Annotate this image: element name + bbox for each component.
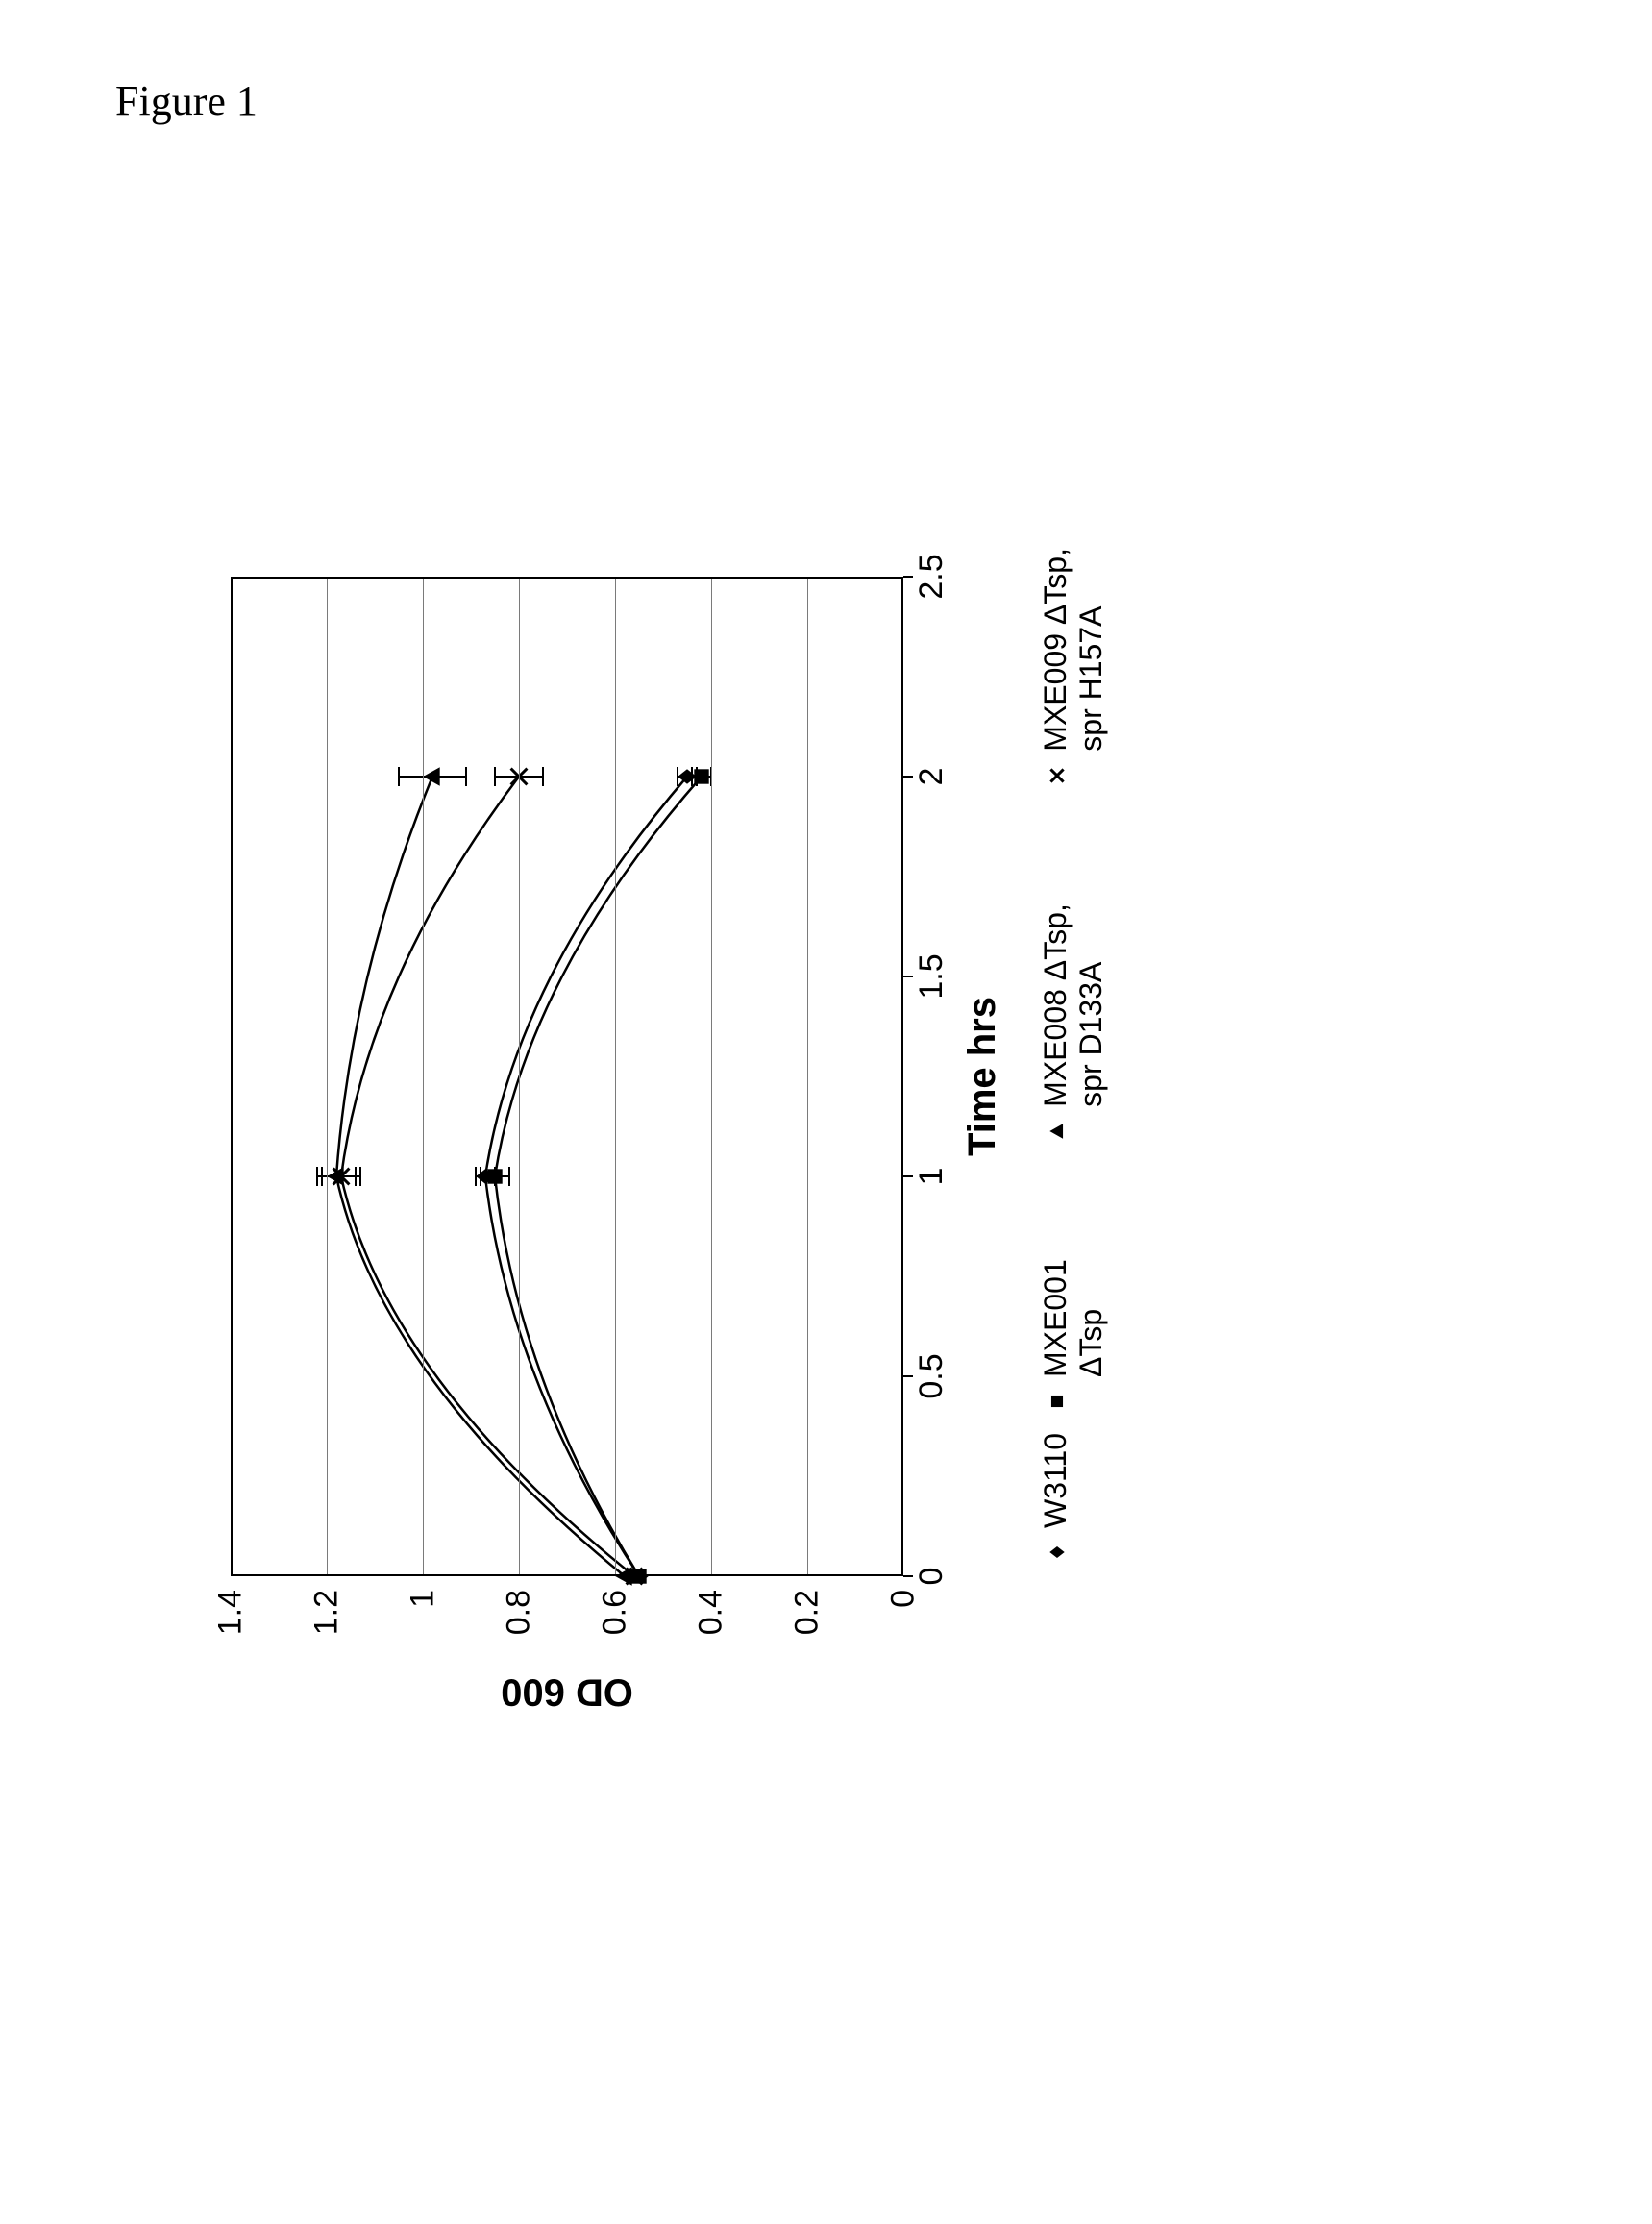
legend-item-MXE009: MXE009 ΔTsp, spr H157A (1038, 548, 1109, 790)
diamond-icon (1038, 1538, 1076, 1567)
square-icon (1038, 1387, 1076, 1416)
y-tick-label: 0.6 (597, 1590, 634, 1635)
x-tick-label: 0 (913, 1568, 950, 1586)
y-tick-label: 0.8 (501, 1590, 538, 1635)
x-tick-mark (903, 1375, 913, 1377)
x-tick-mark (903, 1175, 913, 1177)
y-tick-label: 1.4 (212, 1590, 250, 1635)
y-tick-label: 0 (885, 1590, 923, 1608)
y-tick-label: 1.2 (308, 1590, 346, 1635)
x-tick-label: 2.5 (913, 554, 950, 599)
x-tick-mark (903, 1575, 913, 1577)
legend: W3110 MXE001 ΔTsp MXE008 ΔTsp, spr D133A MX… (1038, 548, 1134, 1567)
legend-label: MXE001 ΔTsp (1038, 1259, 1109, 1377)
x-tick-label: 1 (913, 1168, 950, 1186)
cross-icon (1038, 761, 1076, 790)
x-tick-label: 2 (913, 768, 950, 786)
legend-item-MXE001: MXE001 ΔTsp (1038, 1259, 1109, 1416)
x-tick-mark (903, 576, 913, 578)
x-tick-label: 1.5 (913, 953, 950, 999)
y-tick-label: 1 (405, 1590, 442, 1608)
legend-label: MXE009 ΔTsp, spr H157A (1038, 548, 1109, 752)
x-axis-title: Time hrs (961, 997, 1004, 1156)
figure-caption: Figure 1 (115, 77, 258, 126)
chart-border (231, 577, 903, 1576)
y-tick-label: 0.2 (789, 1590, 826, 1635)
chart-panel-rotated: OD 600 Time hrs 0 0.2 0.4 0.6 0.8 1 1.2 1.4 0 0.5… (192, 384, 1153, 1730)
legend-item-W3110: W3110 (1038, 1433, 1109, 1567)
x-tick-mark (903, 976, 913, 977)
legend-label: MXE008 ΔTsp, spr D133A (1038, 903, 1109, 1107)
legend-item-MXE008: MXE008 ΔTsp, spr D133A (1038, 903, 1109, 1146)
y-tick-label: 0.4 (693, 1590, 730, 1635)
y-axis-title: OD 600 (501, 1670, 633, 1714)
x-tick-mark (903, 776, 913, 778)
page: Figure 1 OD 600 Time hrs 0 0.2 0.4 0.6 0.8 1 1… (0, 0, 1652, 2224)
x-tick-label: 0.5 (913, 1353, 950, 1398)
triangle-icon (1038, 1117, 1076, 1146)
legend-label: W3110 (1038, 1433, 1073, 1528)
